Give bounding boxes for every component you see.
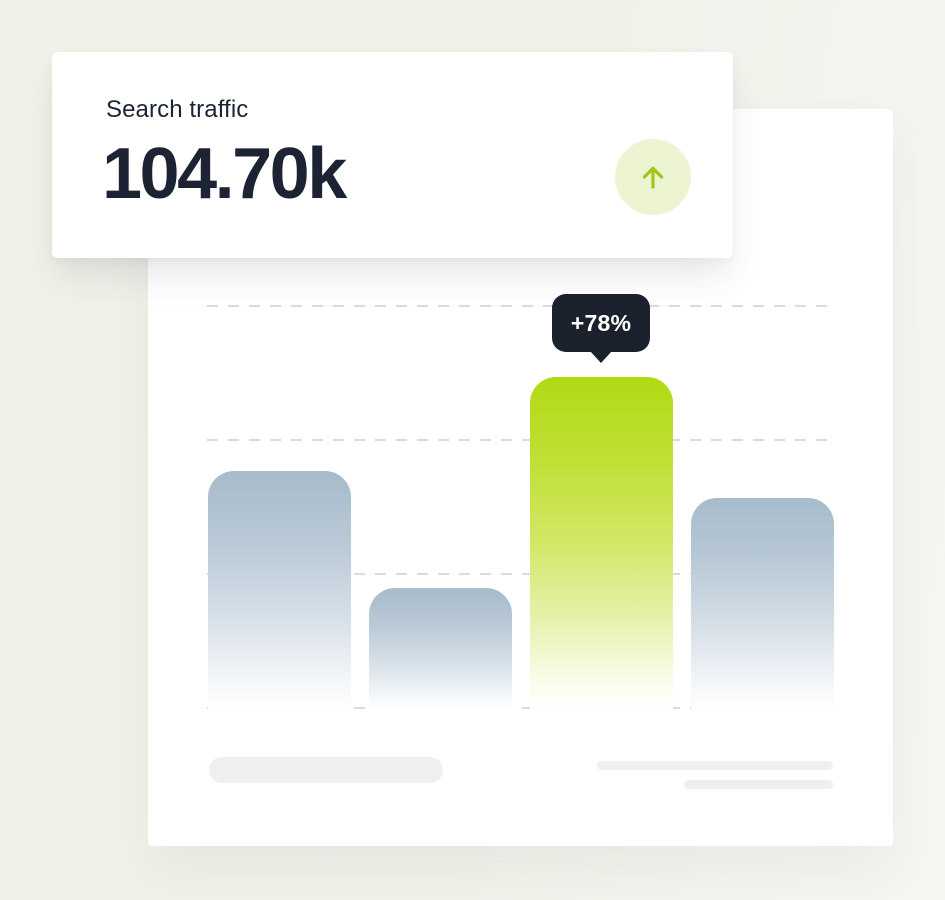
arrow-up-icon <box>637 161 669 193</box>
tooltip-label: +78% <box>570 309 632 336</box>
bar-chart <box>208 376 834 710</box>
kpi-label: Search traffic <box>106 96 249 123</box>
tooltip: +78% <box>552 294 650 363</box>
skeleton-line-right-1 <box>597 761 833 770</box>
tooltip-tail <box>590 351 612 363</box>
trend-up-button[interactable] <box>615 139 691 215</box>
gridline-3 <box>207 573 833 575</box>
gridline-2 <box>207 439 833 441</box>
kpi-value: 104.70k <box>102 134 347 214</box>
bar-4[interactable] <box>691 498 834 710</box>
bar-2[interactable] <box>369 588 512 710</box>
gridline-baseline <box>207 707 833 709</box>
bar-3-highlighted[interactable] <box>530 377 673 710</box>
bar-1[interactable] <box>208 471 351 710</box>
gridline-1 <box>207 305 833 307</box>
kpi-card: Search traffic 104.70k <box>52 52 733 258</box>
skeleton-label-left <box>209 757 443 783</box>
skeleton-line-right-2 <box>684 780 833 789</box>
